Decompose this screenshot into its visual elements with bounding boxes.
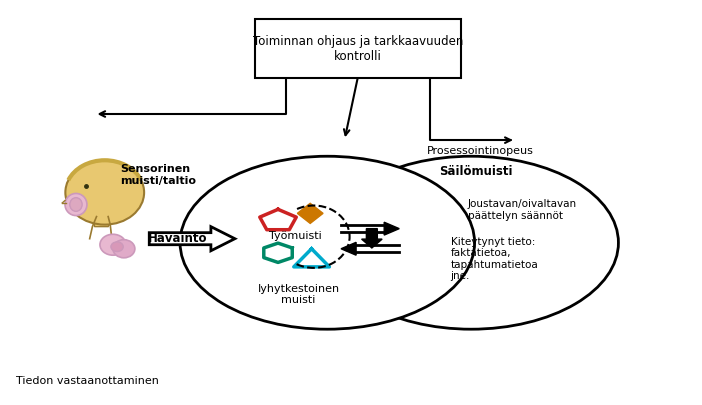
Text: Säilömuisti: Säilömuisti bbox=[439, 164, 512, 178]
Polygon shape bbox=[95, 215, 112, 227]
Text: Joustavan/oivaltavan
päättelyn säännöt: Joustavan/oivaltavan päättelyn säännöt bbox=[468, 199, 577, 221]
Ellipse shape bbox=[65, 194, 87, 215]
Text: Työmuisti: Työmuisti bbox=[269, 231, 322, 241]
Ellipse shape bbox=[65, 160, 144, 225]
Polygon shape bbox=[298, 203, 323, 224]
Polygon shape bbox=[384, 222, 399, 235]
Text: Sensorinen
muisti/taltio: Sensorinen muisti/taltio bbox=[121, 164, 197, 186]
Text: Prosessointinopeus: Prosessointinopeus bbox=[427, 146, 534, 156]
Polygon shape bbox=[150, 227, 235, 251]
Ellipse shape bbox=[69, 198, 82, 211]
Text: Havainto: Havainto bbox=[147, 232, 207, 245]
Ellipse shape bbox=[100, 234, 126, 255]
FancyArrow shape bbox=[362, 229, 382, 248]
Circle shape bbox=[180, 156, 475, 329]
Ellipse shape bbox=[111, 242, 124, 252]
Polygon shape bbox=[341, 242, 356, 255]
Circle shape bbox=[324, 156, 618, 329]
Ellipse shape bbox=[113, 240, 135, 258]
Text: Toiminnan ohjaus ja tarkkaavuuden
kontrolli: Toiminnan ohjaus ja tarkkaavuuden kontro… bbox=[253, 35, 463, 63]
Text: Tiedon vastaanottaminen: Tiedon vastaanottaminen bbox=[16, 375, 159, 386]
FancyBboxPatch shape bbox=[256, 19, 461, 78]
Text: Iyhytkestoinen
muisti: Iyhytkestoinen muisti bbox=[258, 284, 340, 305]
Text: Kiteytynyt tieto:
faktatietoa,
tapahtumatietoa
jne.: Kiteytynyt tieto: faktatietoa, tapahtuma… bbox=[451, 237, 538, 281]
